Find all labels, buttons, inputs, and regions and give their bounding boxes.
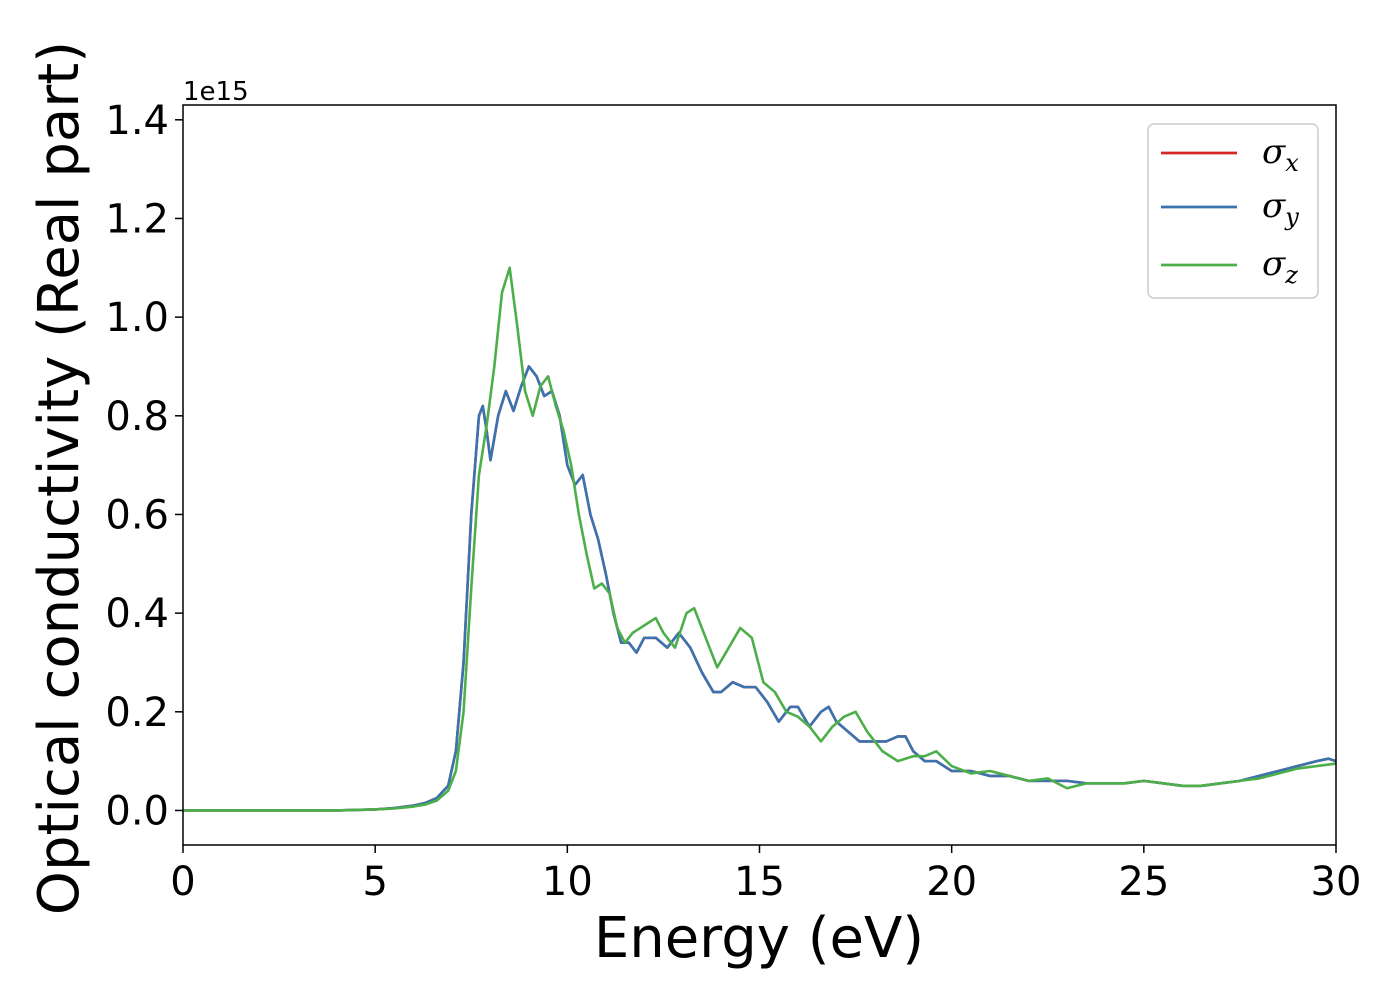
series-line-z [183, 266, 1337, 812]
y-tick-label: 0.6 [105, 492, 169, 538]
series-lines [183, 266, 1337, 812]
x-axis-ticks: 0 5 10 15 20 25 30 [170, 845, 1361, 905]
series-line-x [183, 365, 1337, 812]
legend-label-y: σy [1262, 186, 1299, 231]
y-offset-label: 1e15 [183, 77, 249, 107]
y-tick-label: 0.8 [105, 394, 169, 440]
y-tick-label: 0.0 [105, 788, 169, 834]
x-tick-label: 0 [170, 859, 195, 905]
x-tick-label: 25 [1118, 859, 1169, 905]
legend-box [1147, 123, 1319, 299]
x-tick-label: 10 [542, 859, 593, 905]
y-tick-label: 1.2 [105, 196, 169, 242]
y-axis-label: Optical conductivity (Real part) [27, 41, 92, 915]
y-tick-label: 1.0 [105, 295, 169, 341]
x-tick-label: 20 [926, 859, 977, 905]
legend-label-x: σx [1262, 132, 1299, 177]
x-tick-label: 30 [1311, 859, 1362, 905]
x-tick-label: 5 [362, 859, 387, 905]
y-tick-label: 1.4 [105, 98, 169, 144]
x-tick-label: 15 [734, 859, 785, 905]
y-tick-label: 0.2 [105, 690, 169, 736]
x-axis-label: Energy (eV) [594, 906, 924, 971]
y-tick-label: 0.4 [105, 591, 169, 637]
series-line-y [183, 365, 1337, 812]
y-axis-ticks: 0.0 0.2 0.4 0.6 0.8 1.0 1.2 1.4 [105, 98, 183, 834]
